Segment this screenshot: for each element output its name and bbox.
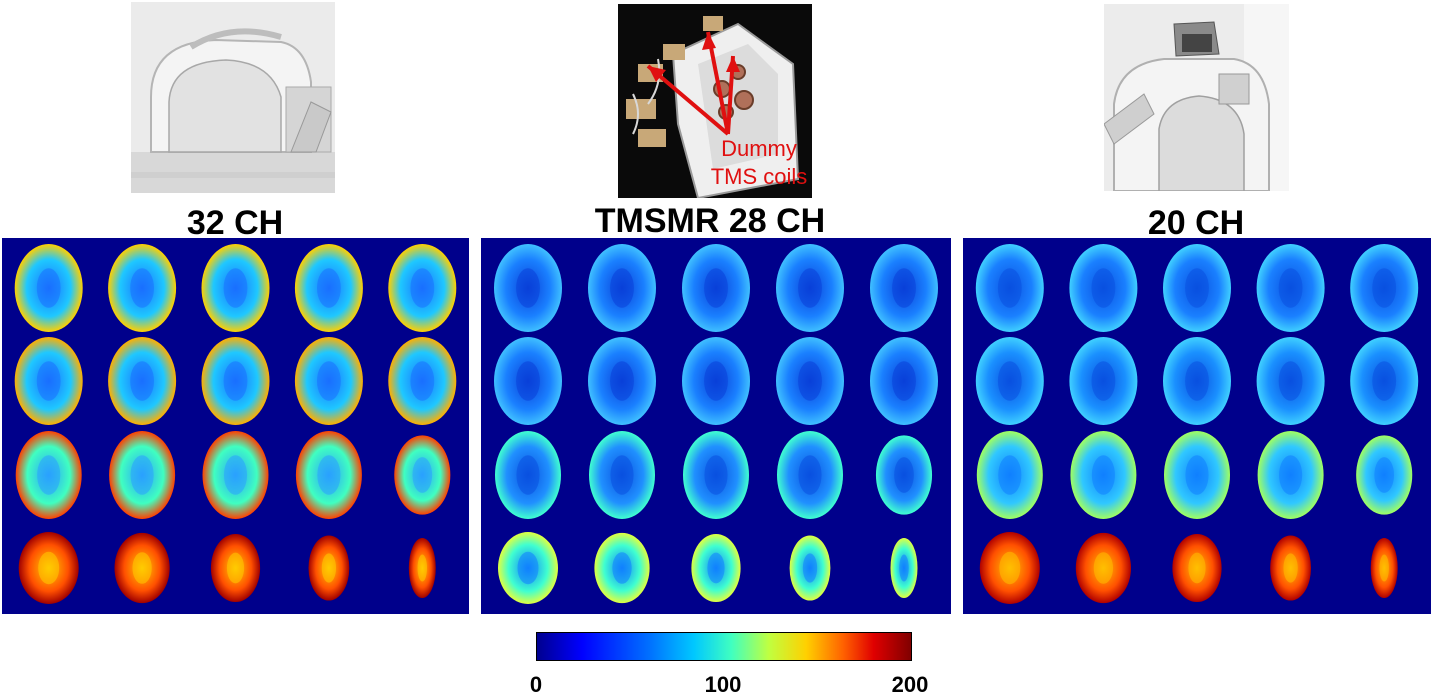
- brain-slice-core: [610, 268, 634, 308]
- brain-slice-core: [798, 361, 822, 401]
- brain-slice-core: [610, 361, 634, 401]
- brain-slice-core: [36, 268, 61, 308]
- brain-slice-core: [37, 455, 61, 495]
- brain-slice-core: [704, 268, 728, 308]
- brain-slice-core: [410, 361, 435, 401]
- brain-slice-grid-tmsmr-28ch: [494, 244, 938, 604]
- brain-slice-core: [1379, 554, 1389, 582]
- colorbar: [536, 632, 912, 661]
- brain-slice-core: [223, 361, 248, 401]
- brain-slice-core: [317, 361, 341, 401]
- brain-slice-core: [999, 551, 1021, 585]
- brain-slice-core: [704, 361, 728, 401]
- annotation-line-1: Dummy: [721, 136, 797, 161]
- panel-title-tmsmr-28ch: TMSMR 28 CH: [594, 202, 826, 240]
- brain-slice-core: [223, 455, 248, 495]
- brain-slice-core: [1091, 455, 1115, 495]
- brain-slice-core: [798, 455, 822, 495]
- brain-slice-core: [132, 552, 152, 584]
- brain-slice-core: [798, 268, 822, 308]
- tms-coils-annotation: Dummy TMS coils: [706, 135, 812, 191]
- brain-slice-core: [1185, 455, 1209, 495]
- annotation-line-2: TMS coils: [710, 164, 808, 189]
- brain-slice-core: [1188, 552, 1206, 584]
- brain-slice-grid-32ch: [14, 244, 457, 604]
- brain-slice-core: [1279, 455, 1303, 495]
- brain-slice-core: [226, 552, 245, 584]
- map-panel-20ch: [963, 238, 1431, 614]
- brain-slice-core: [223, 268, 248, 308]
- brain-slice-core: [892, 361, 916, 401]
- colorbar-tick-mid: 100: [704, 672, 742, 697]
- brain-slice-core: [1372, 268, 1397, 308]
- brain-slice-core: [707, 552, 725, 584]
- brain-slice-core: [612, 552, 632, 584]
- brain-slice-core: [412, 457, 433, 493]
- brain-slice-core: [894, 457, 914, 493]
- brain-slice-core: [1091, 361, 1116, 401]
- brain-slice-core: [1283, 553, 1298, 583]
- brain-slice-core: [321, 553, 337, 583]
- colorbar-tick-max: 200: [891, 672, 929, 697]
- tms-coil-array-photo: Dummy TMS coils: [618, 4, 812, 200]
- map-panel-32ch: [2, 238, 469, 614]
- panel-title-20ch: 20 CH: [1147, 204, 1245, 242]
- brain-slice-core: [516, 455, 540, 495]
- brain-slice-core: [410, 268, 435, 308]
- brain-slice-core: [1185, 268, 1209, 308]
- brain-slice-grid-20ch: [975, 244, 1419, 604]
- coil-32ch-photo: [131, 2, 335, 193]
- brain-slice-core: [997, 361, 1022, 401]
- brain-slice-core: [802, 553, 818, 583]
- brain-slice-core: [610, 455, 634, 495]
- brain-slice-core: [130, 268, 155, 308]
- brain-slice-core: [1185, 361, 1209, 401]
- brain-slice-core: [1093, 552, 1114, 584]
- brain-slice-core: [892, 268, 916, 308]
- coil-20ch-photo: [1103, 4, 1289, 192]
- brain-slice-core: [36, 361, 61, 401]
- colorbar-tick-min: 0: [529, 672, 543, 697]
- brain-slice-core: [1372, 361, 1397, 401]
- brain-slice-core: [704, 455, 728, 495]
- brain-slice-core: [517, 551, 539, 585]
- brain-slice-core: [1374, 457, 1395, 493]
- brain-slice-core: [130, 361, 155, 401]
- brain-slice-core: [516, 361, 540, 401]
- brain-slice-core: [998, 455, 1022, 495]
- panel-title-32ch: 32 CH: [186, 204, 284, 242]
- brain-slice-core: [1091, 268, 1116, 308]
- brain-slice-core: [317, 268, 341, 308]
- brain-slice-core: [1278, 361, 1303, 401]
- brain-slice-core: [317, 455, 341, 495]
- brain-slice-core: [997, 268, 1022, 308]
- brain-slice-core: [899, 554, 909, 582]
- brain-slice-core: [130, 455, 154, 495]
- map-panel-tmsmr-28ch: [481, 238, 951, 614]
- brain-slice-core: [38, 551, 60, 585]
- brain-slice-core: [417, 554, 428, 582]
- brain-slice-core: [1278, 268, 1303, 308]
- brain-slice-core: [516, 268, 540, 308]
